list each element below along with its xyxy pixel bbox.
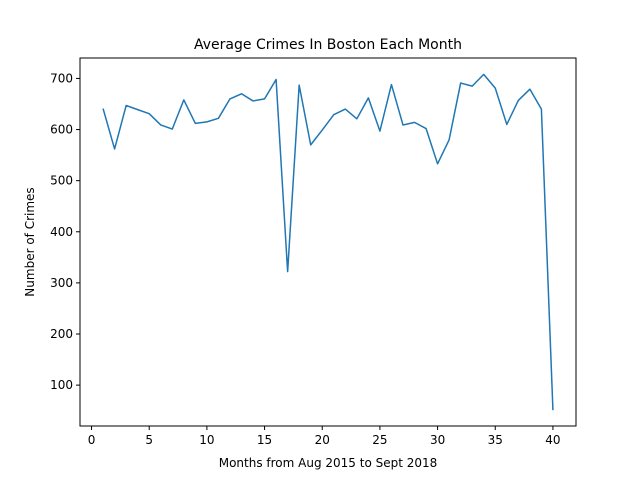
data-point bbox=[298, 84, 300, 86]
data-point bbox=[483, 74, 485, 76]
data-point bbox=[356, 118, 358, 120]
data-point bbox=[437, 163, 439, 165]
data-point bbox=[448, 139, 450, 141]
x-tick-label: 20 bbox=[315, 433, 330, 447]
y-tick-label: 400 bbox=[50, 225, 73, 239]
x-tick-label: 10 bbox=[199, 433, 214, 447]
data-point bbox=[425, 128, 427, 130]
chart-title: Average Crimes In Boston Each Month bbox=[194, 37, 462, 53]
data-point bbox=[102, 108, 104, 110]
series-line bbox=[102, 73, 554, 411]
y-axis-ticks: 100 200 300 400 500 600 700 bbox=[50, 71, 80, 392]
data-point bbox=[252, 100, 254, 102]
data-point bbox=[333, 114, 335, 116]
data-point bbox=[125, 105, 127, 107]
data-point bbox=[264, 98, 266, 100]
y-axis-label: Number of Crimes bbox=[23, 187, 37, 296]
data-point bbox=[541, 108, 543, 110]
data-point bbox=[506, 124, 508, 126]
data-point bbox=[275, 79, 277, 81]
data-point bbox=[137, 109, 139, 111]
data-point bbox=[471, 85, 473, 87]
y-tick-label: 600 bbox=[50, 123, 73, 137]
data-point bbox=[402, 124, 404, 126]
data-point bbox=[160, 124, 162, 126]
plot-area bbox=[102, 73, 554, 411]
data-point bbox=[241, 93, 243, 95]
y-tick-label: 700 bbox=[50, 71, 73, 85]
x-tick-label: 5 bbox=[145, 433, 153, 447]
x-tick-label: 0 bbox=[88, 433, 96, 447]
x-axis-label: Months from Aug 2015 to Sept 2018 bbox=[219, 456, 438, 470]
data-point bbox=[414, 122, 416, 124]
x-tick-label: 30 bbox=[430, 433, 445, 447]
data-point bbox=[229, 98, 231, 100]
data-point bbox=[148, 113, 150, 115]
x-tick-label: 25 bbox=[372, 433, 387, 447]
data-point bbox=[183, 99, 185, 101]
plot-frame bbox=[79, 57, 577, 427]
x-tick-label: 40 bbox=[545, 433, 560, 447]
data-point bbox=[460, 82, 462, 84]
data-point bbox=[114, 148, 116, 150]
data-point bbox=[391, 84, 393, 86]
data-point bbox=[368, 97, 370, 99]
data-point bbox=[218, 118, 220, 120]
data-point bbox=[171, 128, 173, 130]
data-point bbox=[321, 129, 323, 131]
data-point bbox=[345, 108, 347, 110]
data-point bbox=[206, 121, 208, 123]
data-point bbox=[379, 130, 381, 132]
data-point bbox=[195, 123, 197, 125]
data-point bbox=[287, 271, 289, 273]
y-tick-label: 500 bbox=[50, 174, 73, 188]
data-point bbox=[310, 144, 312, 146]
y-tick-label: 300 bbox=[50, 276, 73, 290]
x-tick-label: 15 bbox=[257, 433, 272, 447]
x-tick-label: 35 bbox=[488, 433, 503, 447]
y-tick-label: 200 bbox=[50, 327, 73, 341]
y-tick-label: 100 bbox=[50, 378, 73, 392]
data-point bbox=[494, 87, 496, 89]
data-point bbox=[518, 100, 520, 102]
data-point bbox=[552, 409, 554, 411]
x-axis-ticks: 0 5 10 15 20 25 30 35 40 bbox=[88, 426, 561, 447]
data-point bbox=[529, 88, 531, 90]
